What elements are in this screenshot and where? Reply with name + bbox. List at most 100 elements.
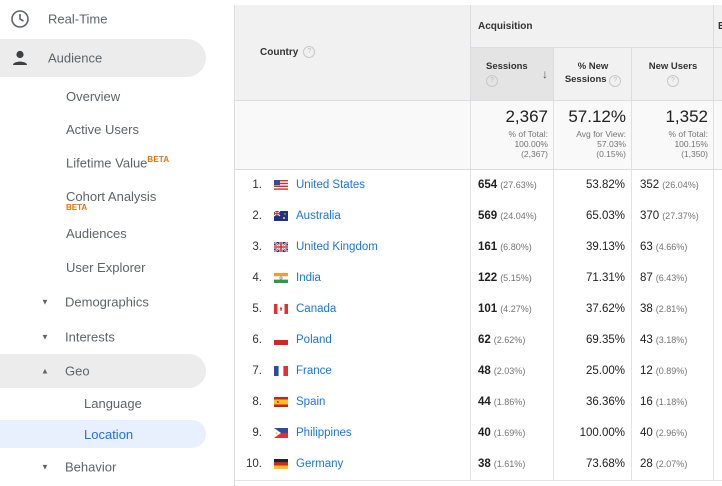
nav-location[interactable]: Location (0, 420, 206, 448)
nav-user-explorer-label: User Explorer (66, 260, 146, 275)
country-link[interactable]: United States (296, 179, 366, 191)
row-index: 8. (252, 396, 262, 408)
sessions-cell: 40 (1.69%) (470, 418, 553, 449)
country-link[interactable]: France (296, 365, 332, 377)
help-icon[interactable]: ? (486, 75, 498, 87)
nav-behavior[interactable]: ▼ Behavior (0, 450, 206, 484)
country-header-label: Country (260, 46, 299, 58)
table-row: 6. Poland 62 (2.62%) 69.35% 43 (3.18%) (235, 325, 722, 357)
total-edge (713, 101, 722, 169)
nav-language[interactable]: Language (84, 396, 142, 411)
sort-descending-icon[interactable]: ↓ (542, 67, 548, 81)
nav-overview[interactable]: Overview (66, 89, 120, 104)
help-icon[interactable]: ? (667, 75, 679, 87)
caret-down-icon: ▼ (41, 462, 49, 472)
nav-geo[interactable]: ▲ Geo (0, 354, 206, 388)
edge-cell (713, 356, 722, 387)
new-sessions-cell: 39.13% (553, 232, 631, 263)
country-link[interactable]: United Kingdom (296, 241, 378, 253)
nav-audiences[interactable]: Audiences (66, 226, 127, 241)
country-link[interactable]: Germany (296, 458, 344, 470)
sessions-cell: 569 (24.04%) (470, 201, 553, 232)
new-users-cell: 370 (27.37%) (631, 201, 713, 232)
flag-in-icon (274, 273, 288, 283)
total-sessions-sub: % of Total: 100.00% (2,367) (508, 129, 548, 159)
help-icon[interactable]: ? (609, 75, 622, 87)
nav-audience[interactable]: Audience (0, 39, 206, 77)
table-row: 9. Philippines 40 (1.69%) 100.00% 40 (2.96%) (235, 418, 722, 450)
edge-cell (713, 325, 722, 356)
table-row: 8. Spain 44 (1.86%) 36.36% 16 (1.18%) (235, 387, 722, 419)
total-new-sessions-sub: Avg for View: 57.03% (0.15%) (576, 129, 626, 159)
nav-lifetime-value[interactable]: Lifetime ValueBETA (66, 155, 169, 170)
nav-user-explorer[interactable]: User Explorer (66, 260, 145, 275)
new-users-header[interactable]: New Users ? (631, 48, 714, 100)
country-link[interactable]: Canada (296, 303, 337, 315)
table-row: 1. United States 654 (27.63%) 53.82% 352 (26.0… (235, 170, 722, 202)
row-index: 9. (252, 427, 262, 439)
edge-cell (713, 418, 722, 449)
new-users-cell: 38 (2.81%) (631, 294, 713, 325)
row-index: 3. (252, 241, 262, 253)
country-link[interactable]: Australia (296, 210, 341, 222)
flag-au-icon (274, 211, 288, 221)
nav-cohort-analysis[interactable]: Cohort Analysis (66, 189, 156, 204)
new-sessions-cell: 65.03% (553, 201, 631, 232)
nav-interests[interactable]: ▼ Interests (0, 320, 206, 354)
sessions-header[interactable]: Sessions ? ↓ (470, 48, 554, 100)
row-index: 5. (252, 303, 262, 315)
country-link[interactable]: Philippines (296, 427, 352, 439)
total-sessions: 2,367 % of Total: 100.00% (2,367) (470, 101, 554, 169)
total-new-sessions: 57.12% Avg for View: 57.03% (0.15%) (553, 101, 632, 169)
country-link[interactable]: India (296, 272, 321, 284)
behavior-header-label: B (718, 21, 722, 32)
sessions-cell: 62 (2.62%) (470, 325, 553, 356)
nav-realtime[interactable]: Real-Time (0, 0, 206, 38)
table-header: Country ? Acquisition Sessions ? ↓ % New… (235, 5, 722, 101)
new-users-cell: 40 (2.96%) (631, 418, 713, 449)
total-new-sessions-value: 57.12% (568, 107, 626, 126)
acquisition-header: Acquisition (470, 5, 722, 48)
nav-language-label: Language (84, 396, 142, 411)
row-index: 10. (246, 458, 262, 470)
edge-cell (713, 201, 722, 232)
new-sessions-header-label: Sessions (564, 74, 607, 85)
acquisition-header-label: Acquisition (478, 21, 533, 32)
table-row: 4. India 122 (5.15%) 71.31% 87 (6.43%) (235, 263, 722, 295)
new-sessions-cell: 25.00% (553, 356, 631, 387)
new-users-cell: 63 (4.66%) (631, 232, 713, 263)
nav-demographics[interactable]: ▼ Demographics (0, 285, 206, 319)
nav-realtime-label: Real-Time (48, 11, 108, 27)
edge-cell (713, 449, 722, 480)
flag-gb-icon (274, 242, 288, 252)
edge-cell (713, 232, 722, 263)
flag-ca-icon (274, 304, 288, 314)
country-link[interactable]: Poland (296, 334, 332, 346)
nav-interests-label: Interests (65, 329, 115, 345)
flag-ph-icon (274, 428, 288, 438)
country-header[interactable]: Country ? (260, 46, 316, 58)
beta-badge: BETA (147, 155, 170, 164)
edge-cell (713, 263, 722, 294)
new-sessions-cell: 100.00% (553, 418, 631, 449)
caret-up-icon: ▲ (41, 366, 49, 376)
flag-es-icon (274, 397, 288, 407)
help-icon[interactable]: ? (303, 46, 316, 58)
nav-active-users[interactable]: Active Users (66, 122, 139, 137)
sessions-cell: 122 (5.15%) (470, 263, 553, 294)
new-users-cell: 28 (2.07%) (631, 449, 713, 480)
new-sessions-header[interactable]: % New Sessions ? (553, 48, 632, 100)
nav-audiences-label: Audiences (66, 226, 127, 241)
table-row: 5. Canada 101 (4.27%) 37.62% 38 (2.81%) (235, 294, 722, 326)
sessions-cell: 44 (1.86%) (470, 387, 553, 418)
total-sessions-value: 2,367 (505, 107, 548, 126)
row-index: 4. (252, 272, 262, 284)
row-index: 1. (252, 179, 262, 191)
country-link[interactable]: Spain (296, 396, 326, 408)
flag-fr-icon (274, 366, 288, 376)
edge-cell (713, 170, 722, 201)
new-sessions-cell: 73.68% (553, 449, 631, 480)
nav-overview-label: Overview (66, 89, 121, 104)
totals-row: 2,367 % of Total: 100.00% (2,367) 57.12%… (235, 101, 722, 170)
total-new-users: 1,352 % of Total: 100.15% (1,350) (631, 101, 714, 169)
